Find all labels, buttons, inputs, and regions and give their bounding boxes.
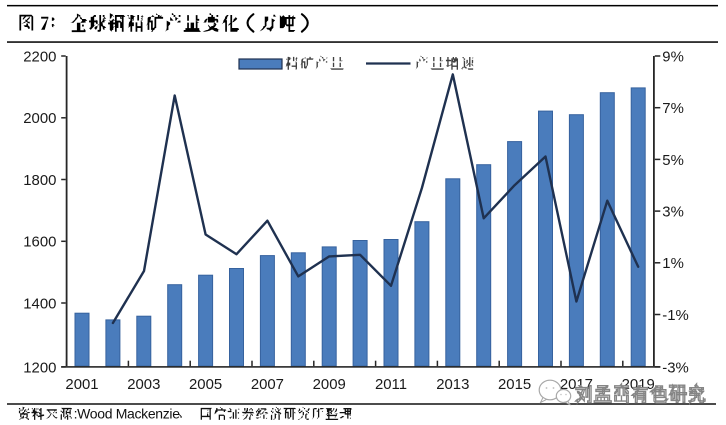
svg-text:9%: 9% [662, 49, 684, 65]
svg-text:2007: 2007 [251, 377, 284, 393]
svg-text:2015: 2015 [498, 377, 531, 393]
svg-text:1200: 1200 [23, 360, 56, 376]
svg-text:2000: 2000 [23, 111, 56, 127]
svg-text:2009: 2009 [313, 377, 346, 393]
svg-text:3%: 3% [662, 205, 684, 221]
svg-text:1600: 1600 [23, 235, 56, 251]
svg-text:1400: 1400 [23, 296, 56, 312]
svg-text:-1%: -1% [662, 308, 688, 324]
svg-text:2001: 2001 [65, 377, 98, 393]
svg-text:1800: 1800 [23, 173, 56, 189]
svg-text:2200: 2200 [23, 49, 56, 65]
svg-text:5%: 5% [662, 153, 684, 169]
svg-text:7%: 7% [662, 101, 684, 117]
svg-text::Wood Mackenzie: :Wood Mackenzie [74, 405, 181, 421]
svg-text:-3%: -3% [662, 360, 688, 376]
svg-text:2005: 2005 [189, 377, 222, 393]
svg-text:2013: 2013 [436, 377, 469, 393]
svg-text:1%: 1% [662, 256, 684, 272]
svg-text:2011: 2011 [375, 377, 407, 393]
svg-text:2003: 2003 [127, 377, 160, 393]
